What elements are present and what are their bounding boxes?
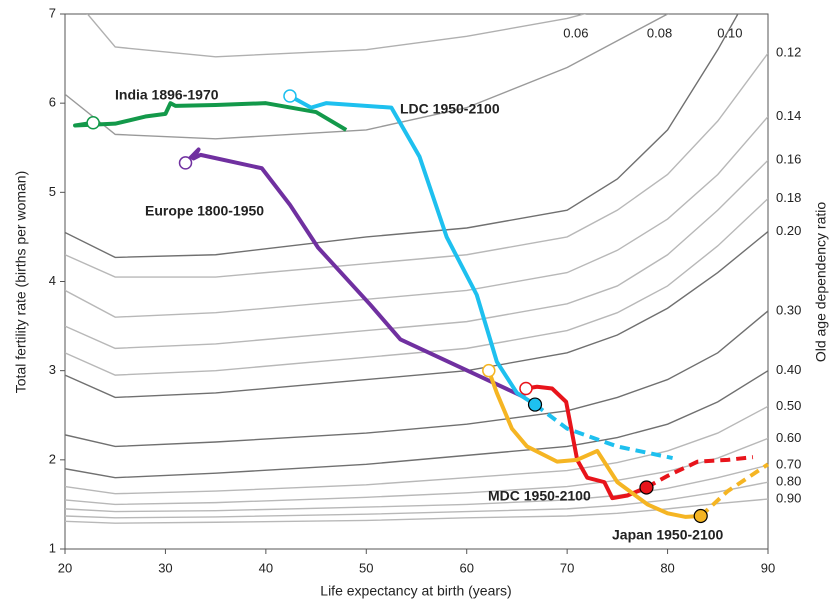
x-tick-label: 50 <box>359 560 373 575</box>
contour-label: 0.80 <box>776 474 801 489</box>
contour-label: 0.30 <box>776 302 801 317</box>
series-label: India 1896-1970 <box>115 87 219 103</box>
series-label: Japan 1950-2100 <box>612 527 724 543</box>
x-tick-label: 20 <box>58 560 72 575</box>
start-marker <box>86 116 100 130</box>
series-label: Europe 1800-1950 <box>145 203 264 219</box>
contour-label: 0.20 <box>776 223 801 238</box>
start-marker <box>519 381 533 396</box>
series-line <box>525 384 648 501</box>
projection-marker <box>639 480 654 495</box>
series-label: LDC 1950-2100 <box>400 101 500 117</box>
contour-line <box>65 310 768 448</box>
contour-label: 0.50 <box>776 398 801 413</box>
series-line <box>184 147 526 400</box>
contour-label: 0.18 <box>776 190 801 205</box>
plot-area <box>65 14 768 524</box>
start-marker <box>482 363 496 378</box>
y-tick-label: 6 <box>49 95 56 110</box>
y-tick-label: 5 <box>49 184 56 199</box>
contour-line <box>65 437 768 506</box>
contour-label: 0.40 <box>776 362 801 377</box>
contour-label: 0.90 <box>776 491 801 506</box>
x-tick-label: 90 <box>761 560 775 575</box>
contour-label: 0.60 <box>776 430 801 445</box>
series-line <box>73 101 348 132</box>
contour-label: 0.08 <box>647 25 672 40</box>
contour-label: 0.10 <box>717 25 742 40</box>
contour-line <box>65 498 768 524</box>
y-axis-title: Total fertility rate (births per woman) <box>13 171 29 394</box>
contour-label: 0.14 <box>776 108 801 123</box>
series-label: MDC 1950-2100 <box>488 488 591 504</box>
x-tick-label: 80 <box>660 560 674 575</box>
contour-line <box>65 116 768 318</box>
y-tick-label: 1 <box>49 540 56 555</box>
contour-label: 0.12 <box>776 45 801 60</box>
contour-line <box>65 198 768 376</box>
start-marker <box>178 156 193 170</box>
y2-axis-title: Old age dependency ratio <box>813 202 829 363</box>
x-tick-label: 30 <box>158 560 172 575</box>
contour-line <box>65 14 739 259</box>
x-tick-label: 60 <box>459 560 473 575</box>
contour-label: 0.06 <box>563 25 588 40</box>
projection-line <box>645 455 754 490</box>
projection-line <box>699 462 770 518</box>
y-tick-label: 4 <box>49 273 56 288</box>
x-tick-label: 70 <box>560 560 574 575</box>
contour-line <box>65 52 768 278</box>
contour-line <box>65 14 669 140</box>
x-axis-title: Life expectancy at birth (years) <box>320 583 511 599</box>
contour-line <box>65 481 768 519</box>
contour-line <box>65 231 768 399</box>
contour-line <box>65 370 768 479</box>
projection-marker <box>693 508 708 524</box>
contour-label: 0.16 <box>776 152 801 167</box>
y-tick-label: 7 <box>49 5 56 20</box>
contour-line <box>65 464 768 513</box>
contour-line <box>86 14 587 58</box>
y-tick-label: 3 <box>49 362 56 377</box>
projection-line <box>533 402 674 461</box>
contour-line <box>65 405 768 495</box>
series-line <box>486 369 701 519</box>
y-tick-label: 2 <box>49 451 56 466</box>
x-tick-label: 40 <box>259 560 273 575</box>
series-line <box>288 94 537 407</box>
projection-marker <box>527 397 543 412</box>
contour-line <box>65 159 768 350</box>
contour-label: 0.70 <box>776 457 801 472</box>
start-marker <box>283 89 297 103</box>
